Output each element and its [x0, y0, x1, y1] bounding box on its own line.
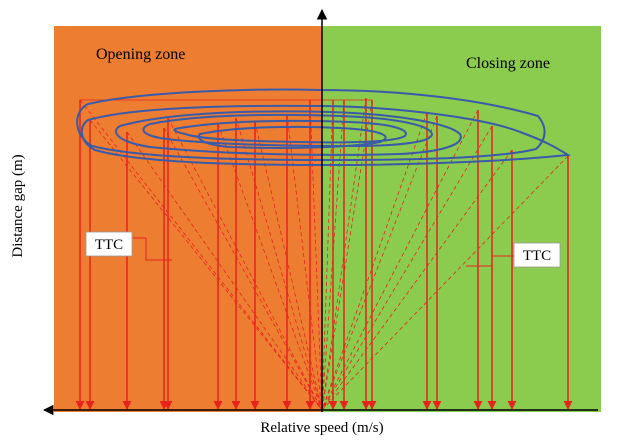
ttc-dashed-ray: [167, 117, 323, 411]
ttc-dashed-ray: [163, 127, 323, 411]
ttc-dashed-rays: [79, 97, 569, 411]
x-axis-label: Relative speed (m/s): [260, 420, 383, 436]
ttc-dashed-ray: [235, 117, 323, 411]
ttc-callout-left: TTC: [85, 231, 172, 261]
ttc-dashed-ray: [321, 99, 334, 411]
ttc-dashed-ray: [321, 109, 479, 411]
trajectory-loop-2: [80, 104, 571, 167]
opening-zone-label: Opening zone: [96, 46, 185, 63]
ttc-dashed-ray: [89, 119, 323, 411]
trajectory-loop-5: [197, 125, 387, 149]
ttc-label-right: TTC: [523, 248, 551, 264]
ttc-label-left: TTC: [95, 237, 123, 253]
ttc-dashed-ray: [321, 99, 373, 411]
trajectory-loop-inner: [173, 119, 407, 144]
ttc-dashed-ray: [309, 99, 323, 411]
ttc-dashed-ray: [321, 149, 513, 411]
closing-zone-label: Closing zone: [466, 55, 550, 72]
ttc-callout-right: TTC: [466, 242, 561, 268]
ttc-dashed-ray: [286, 113, 323, 411]
ttc-dashed-ray: [321, 115, 438, 411]
trajectory-loop-3: [114, 110, 462, 156]
ttc-dashed-ray: [321, 111, 428, 411]
trajectory-loop-outer: [76, 88, 546, 162]
trajectory-loop-4: [142, 113, 434, 148]
ttc-dashed-ray: [321, 125, 493, 411]
speed-gap-trajectory: [76, 88, 571, 167]
ttc-dashed-ray: [321, 155, 569, 411]
ttc-dashed-ray: [126, 131, 323, 411]
ttc-dashed-ray: [254, 121, 323, 411]
ttc-vertical-arrows: [75, 98, 573, 410]
y-axis-label: Distance gap (m): [10, 154, 26, 257]
